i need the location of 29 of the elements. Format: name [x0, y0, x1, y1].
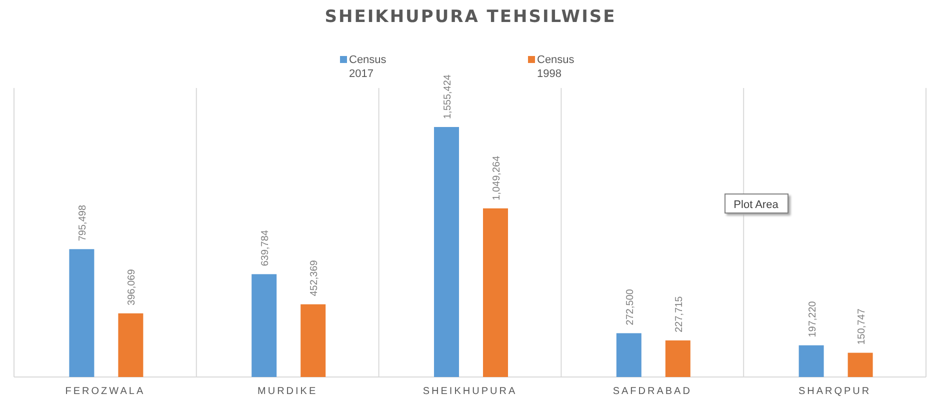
data-label: 1,555,424	[442, 74, 454, 119]
bar	[69, 249, 94, 377]
data-label: 227,715	[674, 296, 685, 332]
bar	[252, 274, 277, 377]
data-label: 1,049,264	[492, 155, 502, 200]
x-tick-label: FEROZWALA	[65, 386, 146, 397]
bar	[483, 208, 508, 377]
x-tick-label: SAFDRABAD	[612, 386, 692, 397]
data-label: 272,500	[624, 288, 636, 326]
bar	[798, 345, 824, 377]
bar	[434, 127, 459, 377]
data-label: 197,220	[807, 300, 818, 338]
data-label: 396,069	[126, 268, 138, 306]
chart-title: SHEIKHUPURA TEHSILWISE	[324, 7, 616, 27]
data-label: 150,747	[856, 308, 868, 345]
x-tick-label: SHEIKHUPURA	[422, 386, 518, 397]
x-tick-label: SHARQPUR	[798, 386, 872, 397]
bar	[616, 333, 642, 377]
bar	[665, 340, 690, 377]
legend-label: Census 1998	[537, 54, 575, 80]
bar	[300, 304, 326, 377]
x-tick-label: MURDIKE	[258, 386, 318, 397]
data-label: 452,369	[309, 260, 320, 296]
bar	[848, 352, 873, 377]
annotation: Plot Area	[734, 199, 780, 211]
data-label: 639,784	[260, 230, 272, 266]
legend-label: Census 2017	[349, 54, 387, 80]
data-label: 795,498	[78, 204, 89, 242]
bar	[118, 313, 144, 377]
